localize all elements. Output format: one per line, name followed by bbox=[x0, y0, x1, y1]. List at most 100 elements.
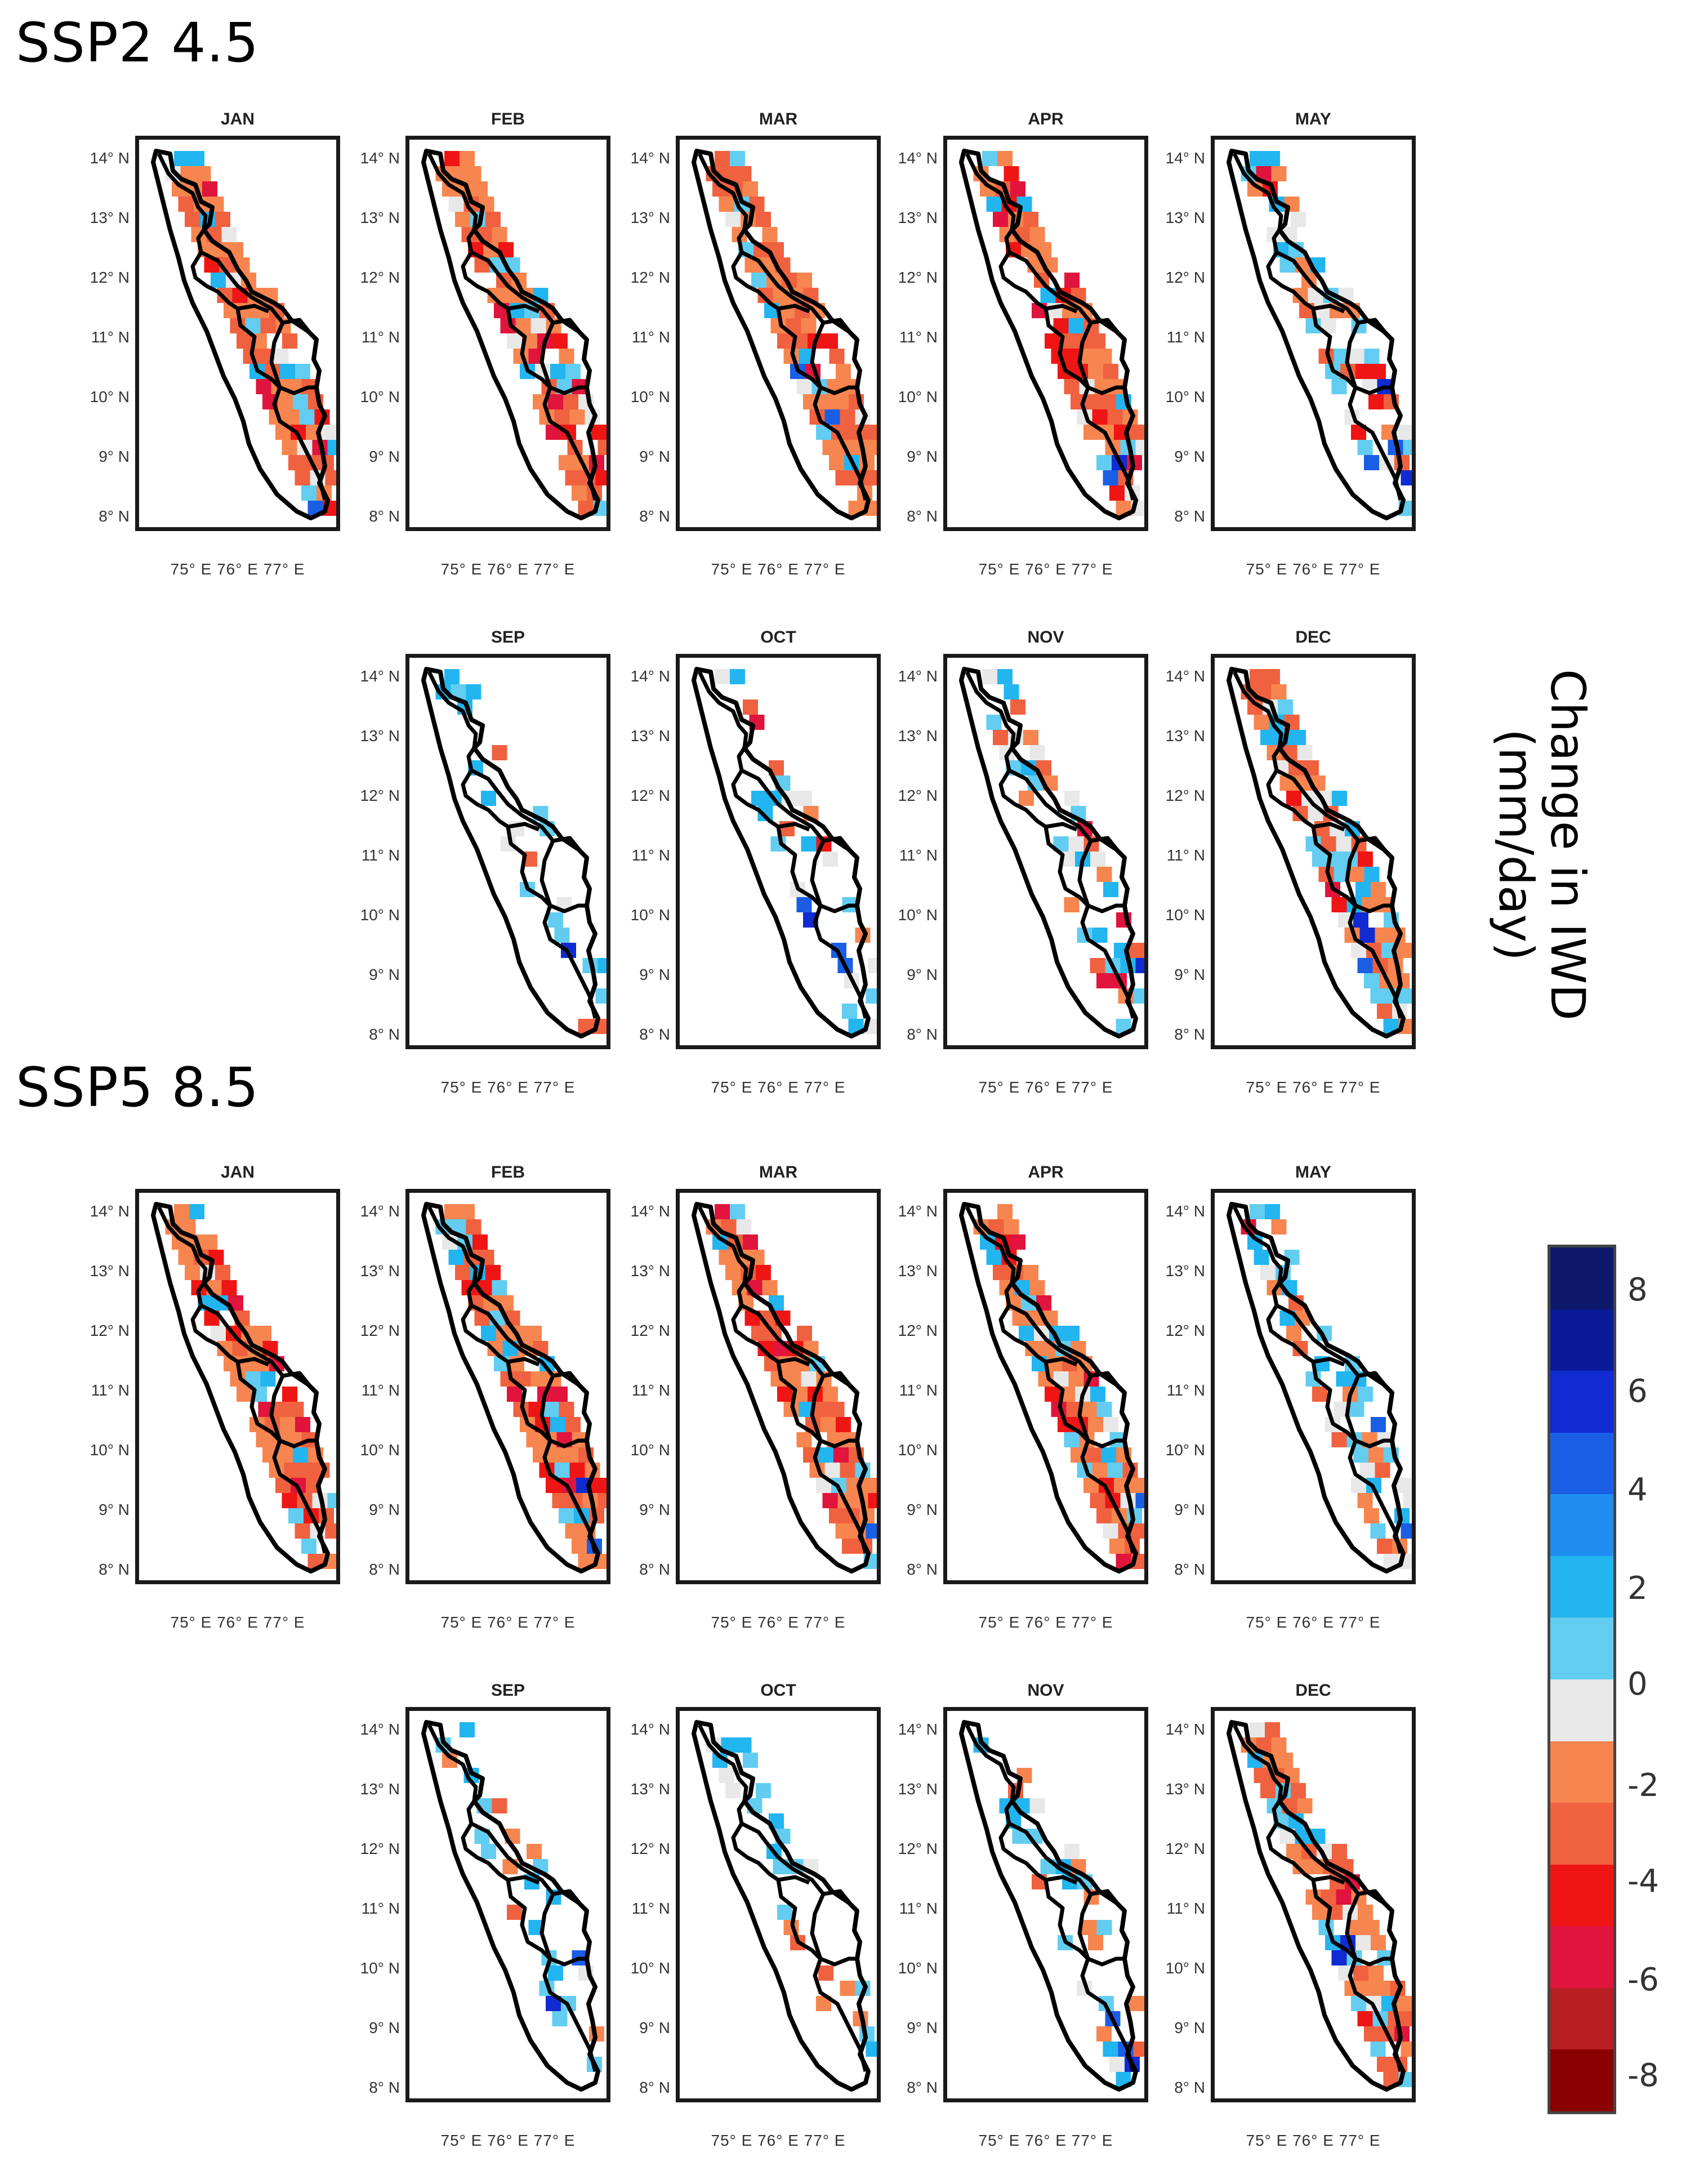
y-tick-label: 10° N bbox=[90, 1441, 130, 1459]
y-tick-label: 9° N bbox=[1174, 1501, 1205, 1518]
y-tick-label: 9° N bbox=[369, 1501, 400, 1518]
y-tick-label: 13° N bbox=[90, 209, 130, 226]
subregion-boundary bbox=[427, 1724, 597, 2072]
grid-cell bbox=[822, 1493, 838, 1508]
grid-cell bbox=[284, 409, 300, 425]
grid-cell bbox=[1368, 1447, 1384, 1463]
panel-title: MAY bbox=[1295, 1163, 1331, 1182]
grid-cell bbox=[725, 1265, 741, 1280]
grid-cell bbox=[762, 1280, 778, 1295]
y-tick-label: 11° N bbox=[899, 846, 938, 864]
y-tick-label: 10° N bbox=[898, 388, 938, 405]
y-tick-label: 12° N bbox=[630, 269, 670, 286]
subregion-boundary bbox=[1232, 671, 1403, 1019]
grid-cell bbox=[1023, 730, 1038, 745]
grid-cell bbox=[1086, 394, 1101, 409]
grid-cell bbox=[552, 1387, 568, 1402]
map-panel-dec: DEC 14° N 13° N 12° N 11° N 10° N 9° N 8° N 75° … bbox=[1116, 1681, 1420, 2154]
y-tick-label: 13° N bbox=[898, 727, 938, 745]
map-panel-nov: NOV 14° N 13° N 12° N 11° N 10° N 9° N 8° N 75° … bbox=[849, 1681, 1153, 2154]
grid-cell bbox=[569, 1463, 585, 1478]
map-svg bbox=[692, 667, 877, 1039]
grid-cell bbox=[820, 1417, 836, 1432]
y-tick-label: 11° N bbox=[631, 1900, 670, 1917]
grid-cell bbox=[1364, 973, 1379, 988]
grid-cell bbox=[1101, 1447, 1116, 1463]
grid-cell bbox=[1010, 1234, 1025, 1250]
x-tick-labels: 75° E 76° E 77° E bbox=[711, 560, 846, 578]
y-tick-label: 9° N bbox=[369, 2019, 400, 2036]
grid-cell bbox=[572, 1539, 587, 1554]
panel-title: DEC bbox=[1295, 1681, 1331, 1700]
grid-cell bbox=[801, 318, 817, 333]
panel-title: MAR bbox=[759, 1163, 798, 1182]
grid-cell bbox=[1364, 1508, 1379, 1523]
grid-cell bbox=[725, 212, 741, 227]
grid-cell bbox=[448, 1250, 464, 1265]
y-tick-label: 9° N bbox=[907, 2019, 938, 2036]
y-tick-label: 8° N bbox=[99, 507, 130, 525]
x-tick-labels: 75° E 76° E 77° E bbox=[1246, 560, 1381, 578]
grid-cell bbox=[715, 1204, 730, 1219]
grid-cell bbox=[299, 409, 315, 425]
grid-cell bbox=[1029, 227, 1045, 242]
grid-cell bbox=[1401, 1523, 1412, 1539]
colorbar-tick-label: -8 bbox=[1627, 2057, 1659, 2094]
y-tick-label: 14° N bbox=[1165, 667, 1205, 685]
grid-cell bbox=[1109, 485, 1125, 501]
grid-cell bbox=[736, 166, 752, 181]
y-tick-label: 11° N bbox=[1166, 846, 1205, 864]
grid-cell bbox=[1068, 1371, 1084, 1387]
y-tick-label: 11° N bbox=[361, 1900, 400, 1917]
grid-cell bbox=[725, 1783, 741, 1798]
grid-cell bbox=[801, 836, 817, 852]
grid-cell bbox=[325, 470, 336, 485]
grid-cell bbox=[1371, 1935, 1386, 1950]
grid-cell bbox=[1088, 1417, 1103, 1432]
map-panel-sep: SEP 14° N 13° N 12° N 11° N 10° N 9° N 8° N 75° … bbox=[311, 1681, 615, 2154]
map-panel-jan: JAN 14° N 13° N 12° N 11° N 10° N 9° N 8° N 75° … bbox=[41, 110, 345, 583]
y-tick-label: 13° N bbox=[898, 209, 938, 226]
x-tick-labels: 75° E 76° E 77° E bbox=[440, 1614, 576, 1631]
grid-cell bbox=[993, 730, 1008, 745]
grid-cell bbox=[1129, 943, 1144, 958]
grid-cell bbox=[796, 1432, 812, 1447]
y-tick-label: 10° N bbox=[898, 1441, 938, 1459]
y-tick-label: 8° N bbox=[907, 1026, 938, 1043]
grid-cell bbox=[554, 409, 570, 425]
grid-cell bbox=[492, 1280, 507, 1295]
y-tick-label: 12° N bbox=[630, 1840, 670, 1857]
x-tick-labels: 75° E 76° E 77° E bbox=[440, 1078, 576, 1096]
y-tick-label: 14° N bbox=[898, 667, 938, 685]
grid-cell bbox=[548, 912, 563, 928]
grid-cell bbox=[1278, 1753, 1293, 1768]
y-tick-label: 10° N bbox=[1165, 906, 1205, 924]
grid-cell bbox=[492, 227, 507, 242]
grid-cell bbox=[829, 1508, 844, 1523]
y-tick-label: 9° N bbox=[907, 448, 938, 465]
grid-cell bbox=[548, 1965, 563, 1981]
map-frame bbox=[676, 1189, 881, 1584]
grid-cell bbox=[280, 1417, 295, 1432]
grid-cell bbox=[550, 1417, 565, 1432]
grid-cell bbox=[840, 409, 855, 425]
y-tick-label: 11° N bbox=[631, 1381, 670, 1399]
y-tick-label: 13° N bbox=[898, 1780, 938, 1798]
grid-cell bbox=[823, 333, 838, 349]
grid-cell bbox=[1397, 1478, 1412, 1493]
grid-cell bbox=[797, 273, 812, 288]
grid-cell bbox=[1355, 882, 1371, 897]
grid-cell bbox=[868, 1493, 877, 1508]
grid-cell bbox=[1254, 1768, 1269, 1783]
grid-cell bbox=[796, 379, 812, 394]
grid-cell bbox=[1260, 1783, 1276, 1798]
subregion-boundary bbox=[965, 1206, 1135, 1554]
grid-cell bbox=[295, 1523, 310, 1539]
grid-cell bbox=[1090, 1387, 1105, 1402]
grid-cell bbox=[1370, 2042, 1386, 2057]
grid-cell bbox=[1135, 958, 1144, 973]
subregion-boundary bbox=[697, 1724, 868, 2072]
grid-cell bbox=[563, 394, 578, 409]
x-tick-labels: 75° E 76° E 77° E bbox=[711, 1614, 846, 1631]
map-svg bbox=[692, 1720, 877, 2092]
